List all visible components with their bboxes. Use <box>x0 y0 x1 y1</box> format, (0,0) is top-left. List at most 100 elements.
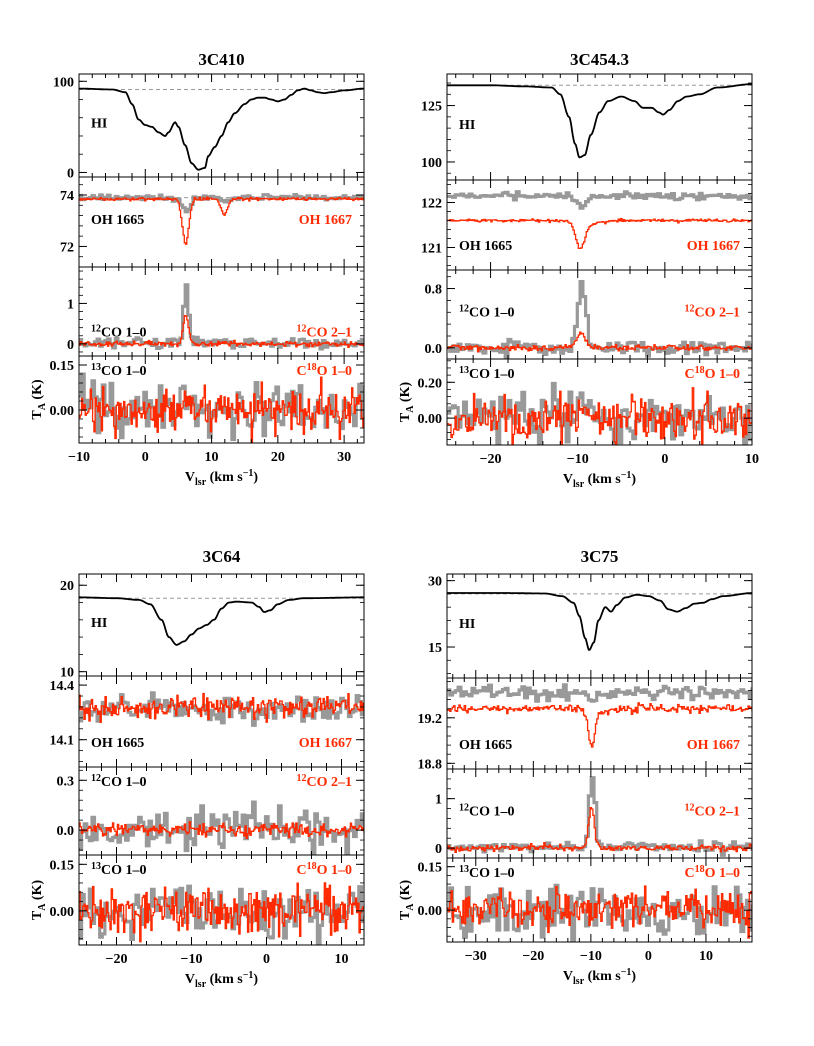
x-axis-label: Vlsr (km s−1) <box>185 970 259 990</box>
x-tick-label: −20 <box>522 949 544 964</box>
line-label: OH 1665 <box>91 736 144 751</box>
y-tick-label: 0.8 <box>425 283 443 298</box>
series-13co-1-0 <box>79 884 364 945</box>
line-label: OH 1667 <box>299 213 352 228</box>
y-tick-label: 0.15 <box>50 858 75 873</box>
y-tick-label: 0.15 <box>418 861 443 876</box>
y-tick-label: 0 <box>67 338 74 353</box>
panel-hi: 15 30 HI <box>428 573 753 679</box>
series-hi <box>447 83 752 159</box>
y-tick-label: 18.8 <box>418 757 443 772</box>
series-12co-1-0 <box>79 800 364 855</box>
panel-hi: 100 125 HI <box>421 73 753 181</box>
y-axis-label: TA (K) <box>30 880 48 921</box>
series-hi <box>79 596 364 646</box>
series-oh-1665 <box>447 683 752 703</box>
series-12co-2-1 <box>447 331 752 353</box>
line-label: C18O 1–0 <box>296 362 352 379</box>
panel-hi: 0 100 HI <box>53 73 365 181</box>
x-axis-label: Vlsr (km s−1) <box>563 967 637 987</box>
line-label: HI <box>91 616 107 631</box>
spectrum-figure-3c64: 3C64 10 20 HI 14.1 14.4 OH 1665 OH 1667 0.0 0.3 12… <box>30 547 365 990</box>
line-label: 12CO 2–1 <box>297 323 353 340</box>
line-label: HI <box>459 118 475 133</box>
y-tick-label: 0.00 <box>50 404 75 419</box>
panel-co12: 0.0 0.8 12CO 1–0 12CO 2–1 <box>425 269 753 360</box>
series-13co-1-0 <box>447 381 752 445</box>
series-oh-1665 <box>447 190 752 210</box>
x-tick-label: 10 <box>699 949 713 964</box>
line-label: 12CO 1–0 <box>459 303 515 320</box>
line-label: HI <box>91 117 107 132</box>
panel-frame <box>78 573 365 677</box>
y-axis-label: TA (K) <box>30 379 48 420</box>
y-tick-label: 100 <box>53 75 74 90</box>
y-tick-label: 15 <box>428 641 442 656</box>
line-label: 13CO 1–0 <box>91 861 147 878</box>
series-hi <box>447 592 752 651</box>
line-label: 13CO 1–0 <box>459 365 515 382</box>
line-label: HI <box>459 617 475 632</box>
panel-frame <box>446 857 753 943</box>
series-oh-1667 <box>447 702 752 748</box>
x-tick-label: 0 <box>142 450 149 465</box>
source-title: 3C64 <box>203 547 241 566</box>
x-axis-label: Vlsr (km s−1) <box>185 468 259 488</box>
series-12co-2-1 <box>79 820 364 840</box>
x-tick-label: 10 <box>205 450 219 465</box>
y-tick-label: 72 <box>60 240 74 255</box>
y-axis-label: TA (K) <box>398 382 416 423</box>
series-c18o-1-0 <box>79 376 364 443</box>
x-tick-label: −10 <box>567 452 589 467</box>
y-tick-label: 121 <box>421 242 442 257</box>
x-tick-label: 0 <box>645 949 652 964</box>
x-tick-label: −10 <box>580 949 602 964</box>
series-12co-2-1 <box>79 314 364 349</box>
source-title: 3C454.3 <box>570 50 629 69</box>
panel-oh: 72 74 OH 1665 OH 1667 <box>60 176 365 268</box>
panel-co13: 0.00 0.15 13CO 1–0 C18O 1–0 <box>418 857 753 943</box>
y-tick-label: 14.4 <box>50 679 75 694</box>
y-tick-label: 1 <box>67 297 74 312</box>
y-tick-label: 0.20 <box>418 376 443 391</box>
y-tick-label: 100 <box>421 156 442 171</box>
series-hi <box>79 87 364 171</box>
line-label: 12CO 2–1 <box>685 802 741 819</box>
panel-oh: 14.1 14.4 OH 1665 OH 1667 <box>50 675 365 768</box>
line-label: 12CO 1–0 <box>459 802 515 819</box>
panel-oh: 18.8 19.2 OH 1665 OH 1667 <box>418 677 753 772</box>
line-label: OH 1667 <box>299 736 352 751</box>
spectrum-figure-3c75: 3C75 15 30 HI 18.8 19.2 OH 1665 OH 1667 0 1 12CO 1… <box>398 547 753 987</box>
line-label: C18O 1–0 <box>684 864 740 881</box>
x-tick-label: 10 <box>335 952 349 967</box>
y-tick-label: 0.0 <box>425 342 443 357</box>
series-c18o-1-0 <box>447 885 752 939</box>
x-tick-label: −20 <box>106 952 128 967</box>
panel-co13: 0.00 0.15 13CO 1–0 C18O 1–0 <box>50 854 365 946</box>
source-title: 3C75 <box>581 547 619 566</box>
panel-co13: 0.00 0.20 13CO 1–0 C18O 1–0 <box>418 358 753 446</box>
y-tick-label: 0.00 <box>418 412 443 427</box>
line-label: 12CO 2–1 <box>297 773 353 790</box>
x-tick-label: 30 <box>337 450 351 465</box>
series-oh-1667 <box>79 692 364 723</box>
line-label: OH 1667 <box>687 239 740 254</box>
series-c18o-1-0 <box>79 882 364 943</box>
x-tick-label: 10 <box>745 452 759 467</box>
x-tick-label: −20 <box>480 452 502 467</box>
y-tick-label: 0.00 <box>418 904 443 919</box>
panel-frame <box>446 573 753 679</box>
line-label: C18O 1–0 <box>296 861 352 878</box>
series-oh-1665 <box>79 193 364 214</box>
series-oh-1667 <box>79 196 364 245</box>
y-tick-label: 0.15 <box>50 359 75 374</box>
y-tick-label: 0.0 <box>57 824 75 839</box>
y-tick-label: 30 <box>428 575 442 590</box>
y-tick-label: 0 <box>435 842 442 857</box>
series-12co-2-1 <box>447 806 752 853</box>
line-label: 13CO 1–0 <box>91 362 147 379</box>
x-tick-label: −30 <box>465 949 487 964</box>
